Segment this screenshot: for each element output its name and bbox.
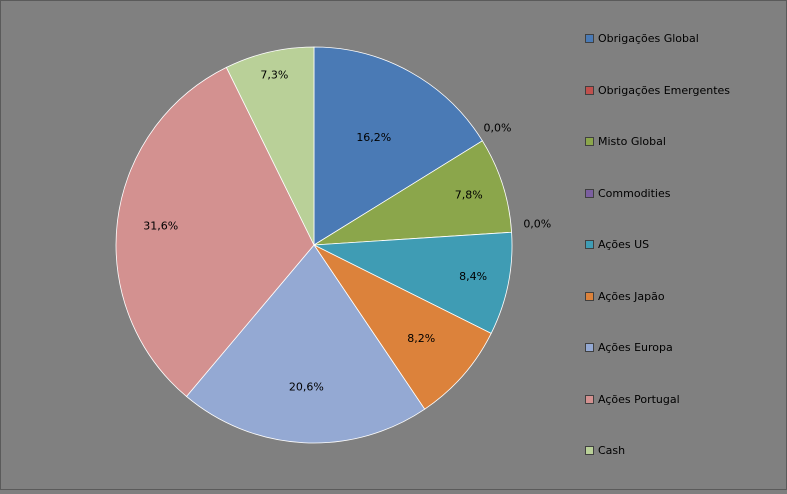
legend-item: Obrigações Global xyxy=(585,30,780,47)
pie-slice-5 xyxy=(312,231,513,334)
data-label-8: 31,6% xyxy=(143,219,178,232)
legend-item: Obrigações Emergentes xyxy=(585,82,780,99)
legend-label: Commodities xyxy=(598,186,671,200)
legend-item: Ações Europa xyxy=(585,339,780,356)
data-label-9: 7,3% xyxy=(260,68,288,81)
legend-swatch xyxy=(585,34,594,43)
legend-label: Obrigações Emergentes xyxy=(598,83,731,97)
legend-label: Ações Portugal xyxy=(598,392,680,406)
legend-swatch xyxy=(585,394,594,404)
data-label-2: 0,0% xyxy=(484,122,512,135)
legend-item: Commodities xyxy=(585,185,780,202)
pie-slice-3 xyxy=(313,140,513,246)
legend-swatch xyxy=(585,137,594,146)
legend-label: Cash xyxy=(598,444,626,457)
legend-swatch xyxy=(585,85,594,95)
legend-item: Ações Japão xyxy=(585,288,780,305)
data-label-5: 8,4% xyxy=(459,270,487,283)
legend-label: Ações US xyxy=(598,238,650,251)
data-label-7: 20,6% xyxy=(289,380,324,393)
legend-swatch xyxy=(585,343,594,352)
pie-slice-9 xyxy=(225,46,315,246)
legend-swatch xyxy=(585,291,594,301)
legend-label: Ações Japão xyxy=(598,289,665,303)
legend-label: Ações Europa xyxy=(598,341,673,354)
legend-item: Misto Global xyxy=(585,133,780,150)
data-label-3: 7,8% xyxy=(455,189,483,202)
data-label-6: 8,2% xyxy=(407,332,435,345)
pie-slice-7 xyxy=(185,244,426,444)
legend-item: Cash xyxy=(585,442,780,459)
legend-label: Misto Global xyxy=(598,135,666,148)
data-label-4: 0,0% xyxy=(523,218,551,231)
pie-slice-6 xyxy=(312,243,492,410)
pie-slice-8 xyxy=(115,66,315,398)
pie-slice-1 xyxy=(313,46,483,246)
legend-swatch xyxy=(585,446,594,455)
legend-item: Ações Portugal xyxy=(585,391,780,408)
legend-swatch xyxy=(585,240,594,249)
data-label-1: 16,2% xyxy=(356,131,391,144)
legend-item: Ações US xyxy=(585,236,780,253)
legend-swatch xyxy=(585,188,594,198)
legend-label: Obrigações Global xyxy=(598,32,699,45)
legend: Obrigações Global Obrigações Emergentes Mi… xyxy=(585,30,780,494)
